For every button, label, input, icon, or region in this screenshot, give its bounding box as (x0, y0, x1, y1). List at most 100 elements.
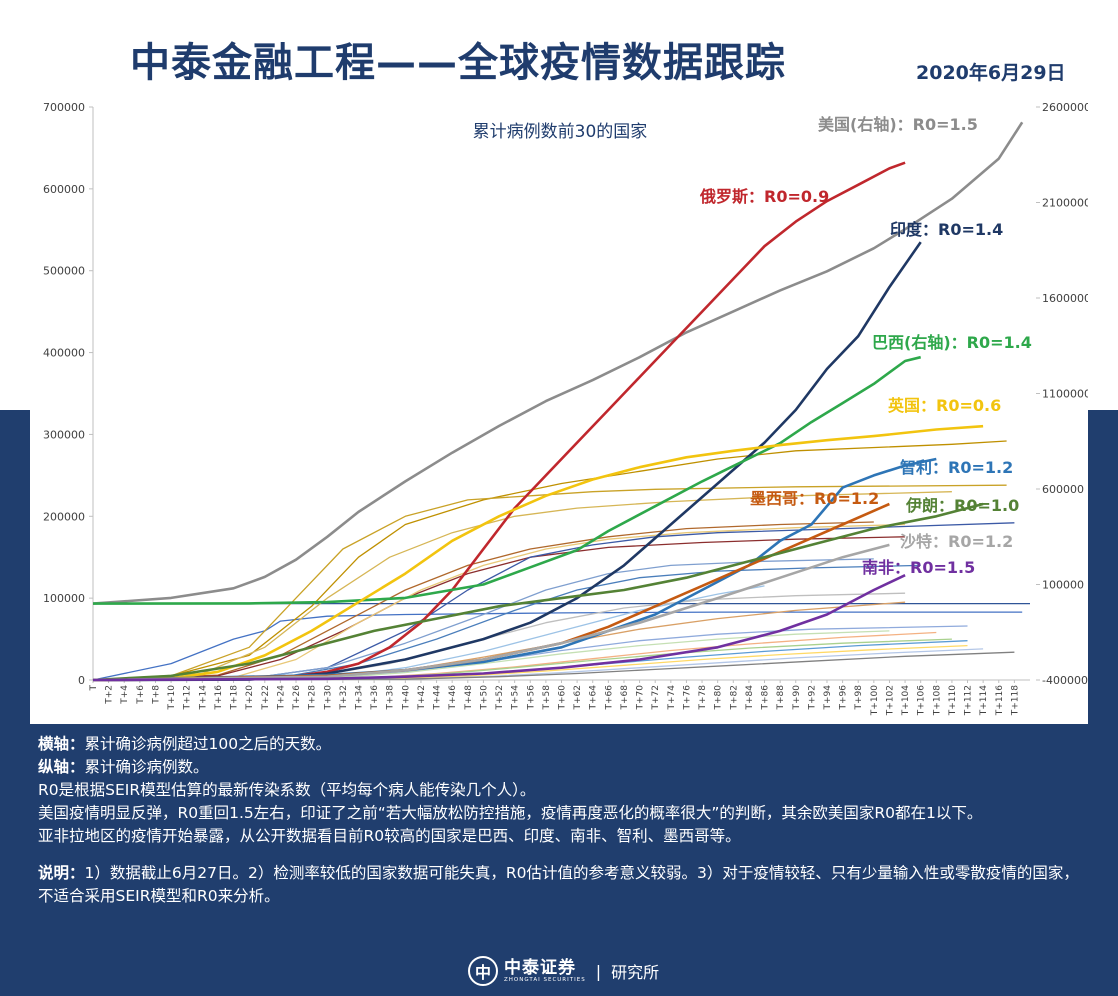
series-line (92, 574, 906, 682)
left-tick-label: 200000 (43, 510, 85, 523)
x-tick-label: T+84 (745, 685, 755, 711)
x-tick-label: T+22 (261, 685, 271, 711)
left-tick-label: 500000 (43, 265, 85, 278)
right-tick-label: 1100000 (1042, 388, 1088, 401)
series-line (92, 522, 1015, 681)
x-tick-label: T+58 (542, 685, 552, 711)
series-line (92, 502, 984, 682)
x-tick-label: T+8 (151, 685, 161, 705)
remark-note: 说明：1）数据截止6月27日。2）检测率较低的国家数据可能失真，R0估计值的参考… (38, 862, 1088, 908)
series-annotation: 俄罗斯：R0=0.9 (699, 187, 829, 206)
series-line (92, 651, 1015, 681)
x-tick-label: T+2 (105, 685, 115, 705)
brand-name-en: ZHONGTAI SECURITIES (504, 976, 586, 983)
page-title: 中泰金融工程——全球疫情数据跟踪 (130, 40, 786, 86)
right-tick-label: 2600000 (1042, 101, 1088, 114)
x-tick-label: T+62 (573, 685, 583, 711)
right-tick-label: 600000 (1042, 483, 1084, 496)
series-line (92, 484, 1007, 681)
series-line (92, 644, 968, 681)
x-tick-label: T+66 (604, 685, 614, 711)
x-tick-label: T+12 (183, 685, 193, 711)
x-tick-label: T+76 (682, 685, 692, 711)
x-tick-label: T+54 (511, 685, 521, 711)
x-tick-label: T+96 (839, 685, 849, 711)
x-tick-label: T+106 (917, 685, 927, 716)
left-tick-label: 600000 (43, 183, 85, 196)
chart-panel: 0 100000 200000 300000 400000 500000 600000 700… (30, 92, 1088, 724)
series-line (92, 355, 922, 605)
x-tick-label: T+98 (854, 685, 864, 711)
x-axis-note-label: 横轴： (38, 735, 85, 753)
x-tick-label: T+32 (339, 685, 349, 711)
chart-title: 累计病例数前30的国家 (473, 122, 648, 142)
us-note: 美国疫情明显反弹，R0重回1.5左右，印证了之前“若大幅放松防控措施，疫情再度恶… (38, 804, 983, 822)
x-tick-label: T+108 (932, 685, 942, 716)
x-tick-label: T+26 (292, 685, 302, 711)
x-tick-label: T+94 (823, 685, 833, 711)
x-tick-label: T+6 (136, 685, 146, 705)
r0-note: R0是根据SEIR模型估算的最新传染系数（平均每个病人能传染几个人）。 (38, 781, 536, 799)
x-axis-note-text: 累计确诊病例超过100之后的天数。 (84, 735, 332, 753)
x-tick-label: T+38 (386, 685, 396, 711)
x-tick-label: T+110 (948, 685, 958, 716)
x-tick-label: T+112 (964, 685, 974, 716)
right-tick-label: 2100000 (1042, 197, 1088, 210)
x-tick-label: T+82 (729, 685, 739, 711)
x-tick-label: T+88 (776, 685, 786, 711)
right-tick-label: 100000 (1042, 579, 1084, 592)
left-tick-label: 700000 (43, 101, 85, 114)
left-tick-label: 400000 (43, 347, 85, 360)
x-tick-label: T+56 (526, 685, 536, 711)
left-tick-label: 300000 (43, 428, 85, 441)
brand-name: 中泰证券 (504, 957, 576, 978)
series-annotation: 英国：R0=0.6 (887, 396, 1001, 415)
series-line (92, 536, 906, 681)
x-tick-label: T+14 (198, 685, 208, 711)
x-tick-label: T+74 (667, 685, 677, 711)
x-tick-label: T+52 (495, 685, 505, 711)
x-tick-label: T+44 (433, 685, 443, 711)
series-annotation: 沙特：R0=1.2 (900, 532, 1013, 551)
series-line (92, 543, 890, 682)
y-axis-note: 纵轴：累计确诊病例数。 (38, 756, 1088, 779)
x-tick-label: T+40 (401, 685, 411, 711)
x-axis-note: 横轴：累计确诊病例超过100之后的天数。 (38, 733, 1088, 756)
x-tick-label: T+72 (651, 685, 661, 711)
brand-separator: | (595, 961, 602, 981)
series-line (92, 424, 984, 682)
series-line (92, 121, 1024, 605)
y-axis-note-label: 纵轴： (38, 758, 85, 776)
department-name: 研究所 (611, 963, 660, 982)
remark-text: 1）数据截止6月27日。2）检测率较低的国家数据可能失真，R0估计值的参考意义较… (38, 864, 1079, 905)
remark-label: 说明： (38, 864, 85, 882)
series-annotation: 巴西(右轴)：R0=1.4 (872, 333, 1032, 352)
series-line (92, 241, 922, 682)
series-line (92, 630, 890, 681)
x-tick-label: T+78 (698, 685, 708, 711)
right-tick-label: 1600000 (1042, 292, 1088, 305)
x-tick-label: T+114 (979, 685, 989, 716)
brand-logo-icon: 中 (468, 956, 498, 986)
x-tick-label: T+48 (464, 685, 474, 711)
right-tick-label: -400000 (1042, 674, 1088, 687)
series-annotation: 印度：R0=1.4 (890, 220, 1003, 239)
footer-logo: 中 中泰证券 ZHONGTAI SECURITIES | 研究所 (468, 956, 659, 986)
x-tick-label: T+20 (245, 685, 255, 711)
brand-text: 中泰证券 ZHONGTAI SECURITIES (504, 959, 586, 984)
x-tick-label: T+42 (417, 685, 427, 711)
x-tick-label: T+64 (589, 685, 599, 711)
x-tick-label: T+104 (901, 685, 911, 716)
x-tick-label: T+46 (448, 685, 458, 711)
x-tick-label: T+34 (354, 685, 364, 711)
left-tick-label: 0 (78, 674, 85, 687)
x-tick-label: T+50 (479, 685, 489, 711)
x-tick-label: T+36 (370, 685, 380, 711)
y-axis-note-text: 累计确诊病例数。 (84, 758, 209, 776)
x-tick-label: T+28 (308, 685, 318, 711)
x-tick-label: T+18 (230, 685, 240, 711)
series-line (92, 161, 906, 682)
x-tick-label: T+16 (214, 685, 224, 711)
x-tick-label: T+70 (636, 685, 646, 711)
series-annotation: 美国(右轴)：R0=1.5 (818, 115, 978, 134)
